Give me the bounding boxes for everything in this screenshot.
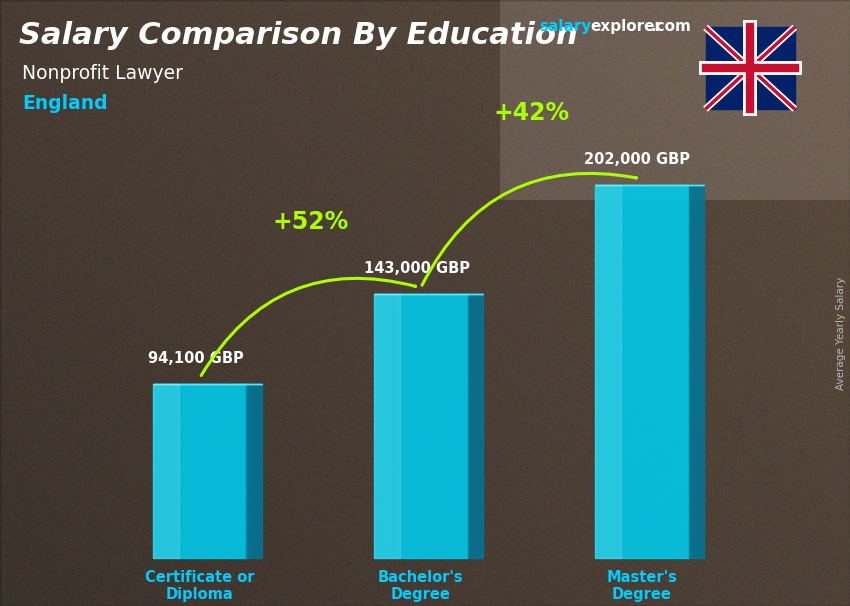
Text: Nonprofit Lawyer: Nonprofit Lawyer — [22, 64, 183, 82]
Text: +42%: +42% — [493, 101, 570, 125]
Bar — [246, 384, 262, 558]
Text: Certificate or
Diploma: Certificate or Diploma — [145, 570, 254, 602]
Bar — [706, 27, 795, 109]
Bar — [374, 294, 468, 558]
Text: Average Yearly Salary: Average Yearly Salary — [836, 277, 846, 390]
Text: 202,000 GBP: 202,000 GBP — [585, 152, 690, 167]
Bar — [153, 384, 246, 558]
Text: Salary Comparison By Education: Salary Comparison By Education — [19, 21, 577, 50]
Bar — [468, 294, 483, 558]
Text: .com: .com — [650, 19, 691, 35]
Text: 143,000 GBP: 143,000 GBP — [364, 261, 469, 276]
Text: Bachelor's
Degree: Bachelor's Degree — [378, 570, 463, 602]
Text: England: England — [22, 94, 108, 113]
Bar — [595, 185, 689, 558]
Text: 94,100 GBP: 94,100 GBP — [148, 351, 243, 366]
Bar — [688, 185, 704, 558]
Bar — [153, 384, 179, 558]
Text: explorer: explorer — [591, 19, 663, 35]
Text: Master's
Degree: Master's Degree — [606, 570, 677, 602]
Text: salary: salary — [540, 19, 592, 35]
Bar — [374, 294, 400, 558]
Text: +52%: +52% — [272, 210, 348, 235]
Bar — [595, 185, 621, 558]
